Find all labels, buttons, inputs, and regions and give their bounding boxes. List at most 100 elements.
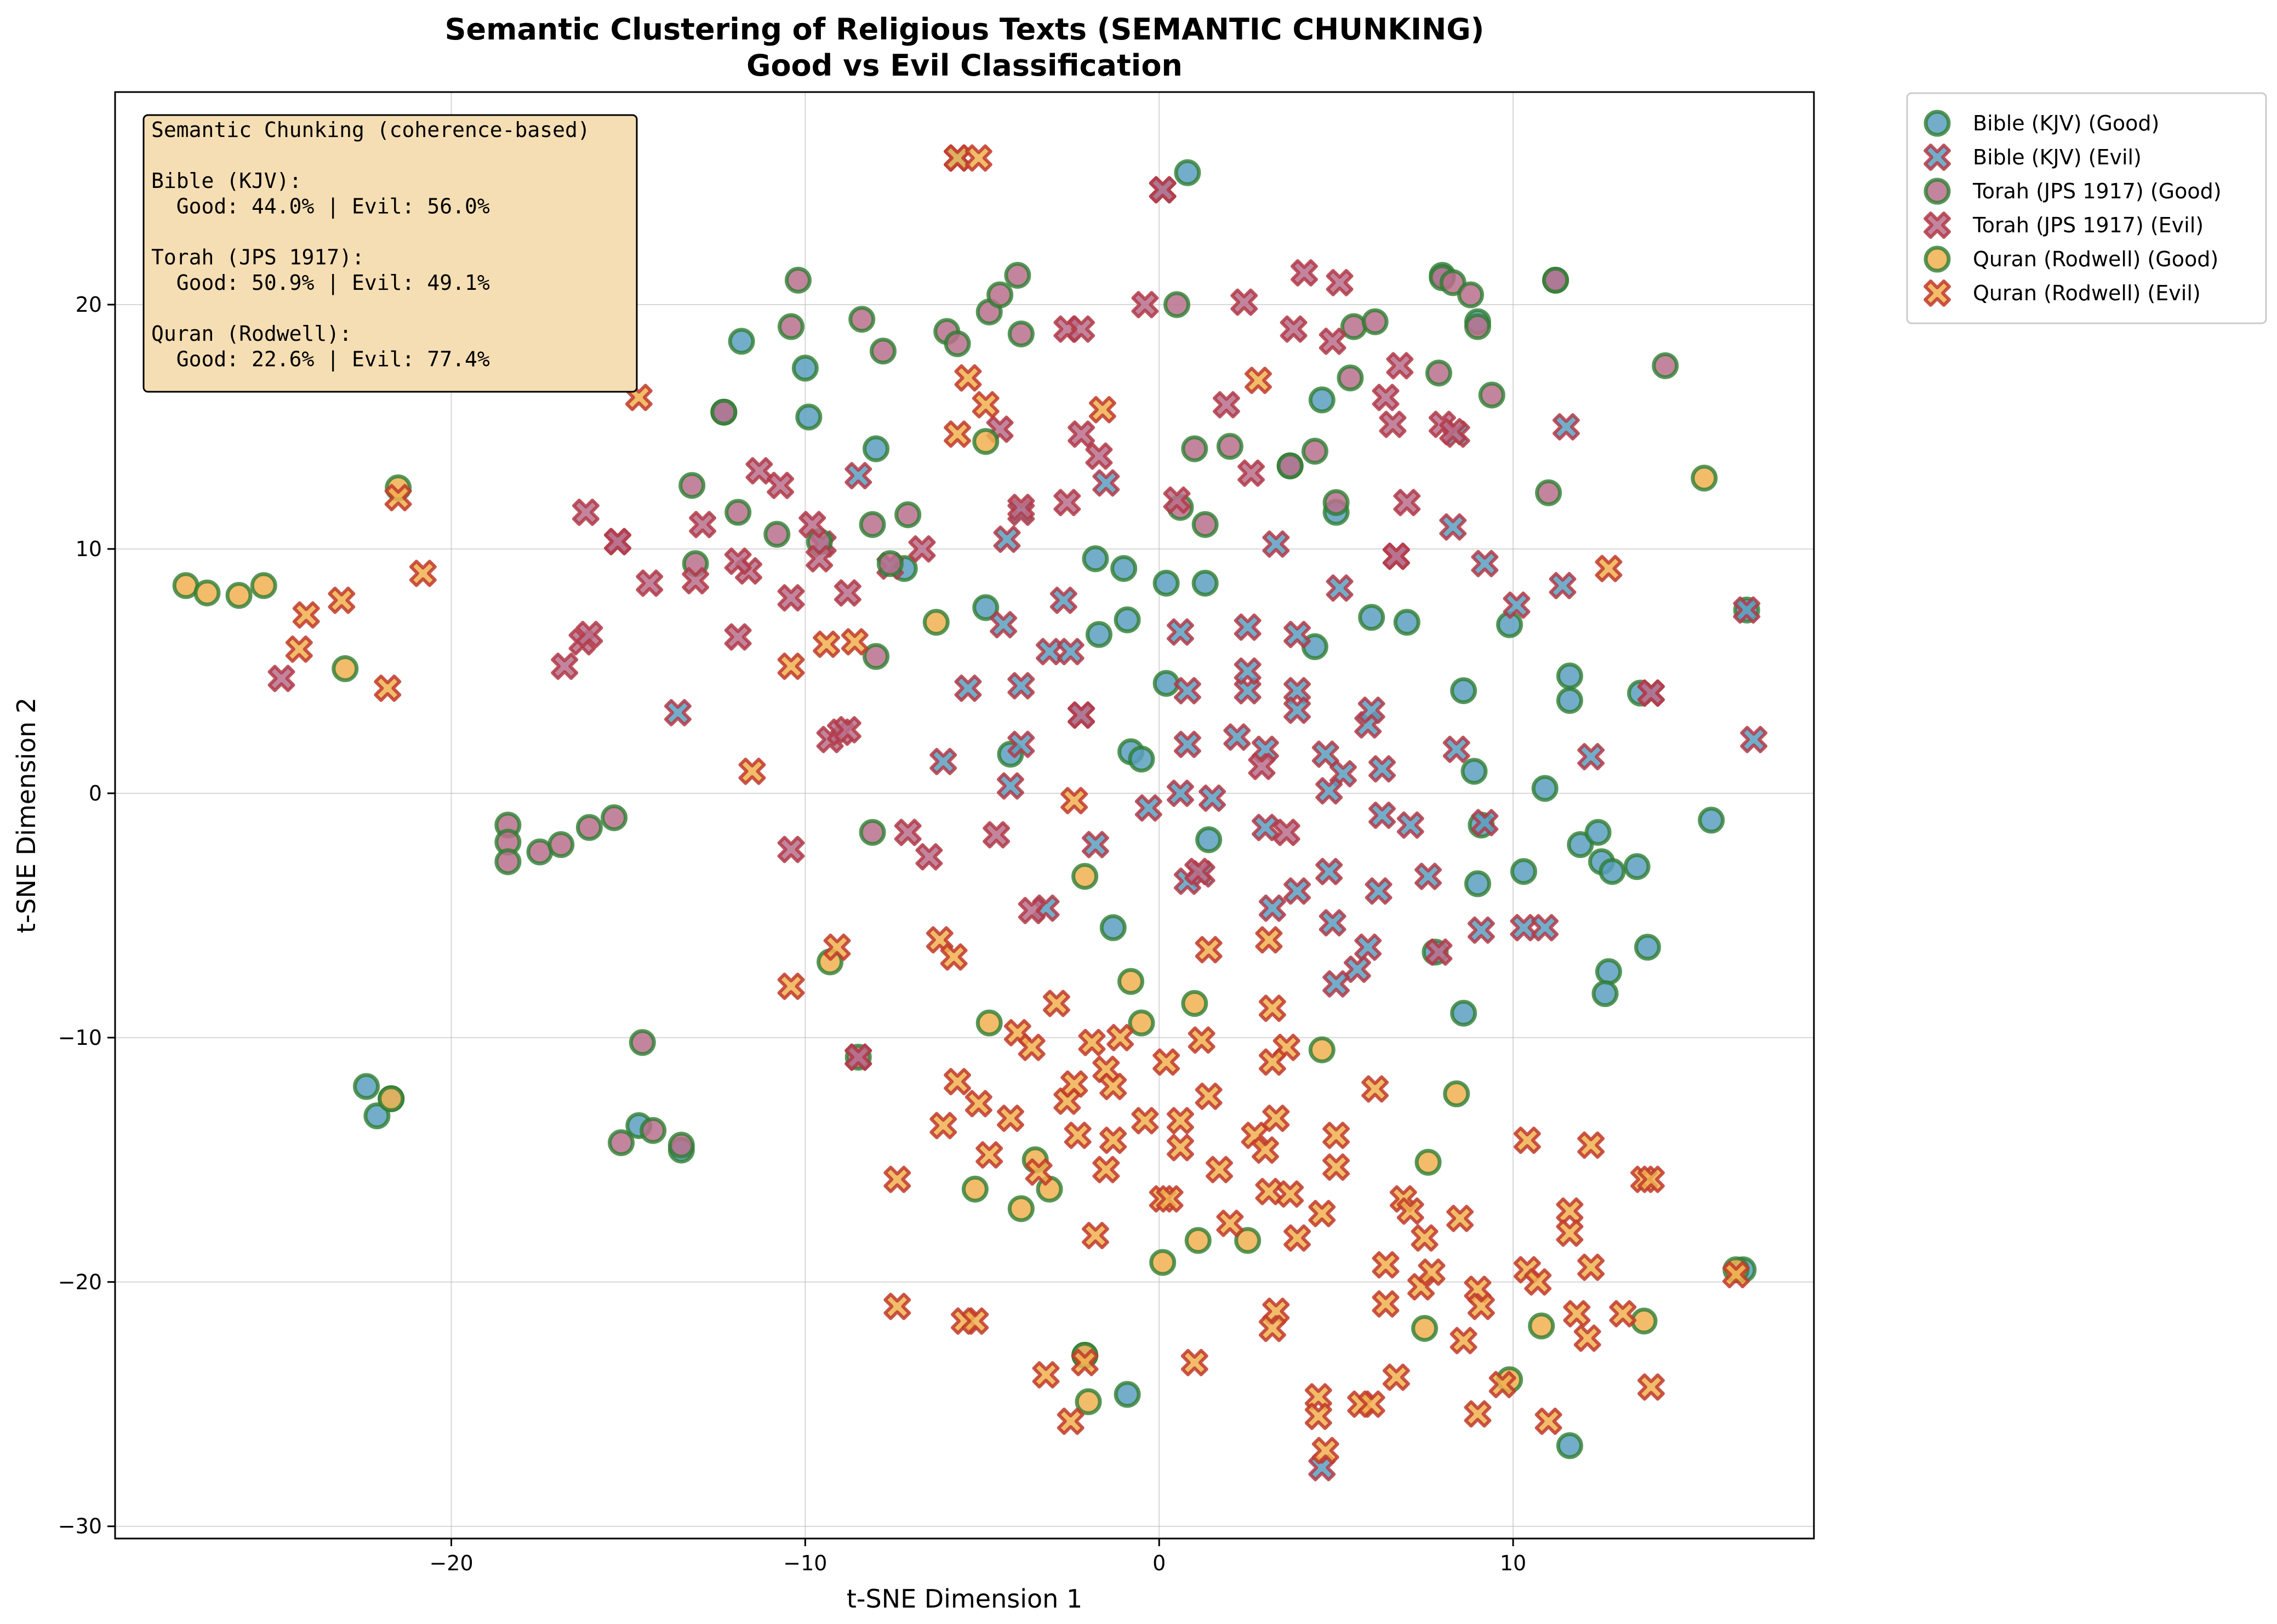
legend-item: Torah (JPS 1917) (Good): [1924, 178, 2222, 205]
data-point: [1449, 1326, 1477, 1354]
data-point: [1698, 807, 1725, 834]
data-point: [494, 848, 522, 876]
data-point: [328, 586, 356, 614]
data-point: [384, 484, 412, 512]
data-point: [1386, 352, 1414, 380]
data-point: [1283, 1224, 1311, 1252]
data-point: [1591, 980, 1619, 1008]
data-point: [1007, 730, 1035, 758]
data-point: [1117, 968, 1145, 995]
legend-item: Bible (KJV) (Good): [1924, 110, 2159, 137]
data-point: [1379, 410, 1407, 438]
data-point: [777, 652, 805, 680]
data-point: [1078, 1028, 1106, 1056]
data-point: [678, 472, 706, 499]
data-point: [1464, 870, 1491, 897]
data-point: [1368, 755, 1396, 783]
data-point: [225, 582, 253, 609]
data-point: [954, 364, 982, 392]
data-point: [1258, 994, 1286, 1022]
legend-marker: [1924, 279, 1951, 307]
y-tick-label: −10: [58, 1026, 102, 1050]
legend-label: Quran (Rodwell) (Good): [1973, 247, 2218, 271]
data-point: [1216, 433, 1243, 460]
data-point: [972, 391, 1000, 419]
data-point: [859, 511, 886, 538]
data-point: [1291, 259, 1318, 287]
data-point: [1163, 291, 1190, 318]
data-point: [1337, 364, 1364, 392]
data-point: [1652, 352, 1679, 379]
series-2: [494, 261, 1679, 1159]
data-point: [1446, 1204, 1474, 1232]
data-point: [738, 757, 766, 785]
data-point: [834, 716, 861, 744]
data-point: [728, 328, 755, 355]
data-point: [378, 1085, 405, 1112]
data-point: [1637, 1165, 1665, 1193]
y-axis-ticks: −30 −20 −10 0 10 20: [58, 293, 115, 1539]
data-point: [745, 457, 773, 485]
data-point: [1595, 554, 1623, 582]
data-point: [1595, 958, 1622, 985]
data-point: [1280, 315, 1308, 343]
data-point: [1276, 1180, 1304, 1208]
data-point: [1372, 384, 1400, 411]
data-point: [1068, 701, 1095, 729]
data-point: [1255, 926, 1283, 954]
x-axis-ticks: −20 −10 0 10: [429, 1539, 1526, 1575]
data-point: [1315, 857, 1343, 885]
data-point: [954, 674, 982, 702]
data-point: [1092, 469, 1120, 497]
legend: Bible (KJV) (Good) Bible (KJV) (Evil) Tora…: [1906, 92, 2267, 324]
info-line: Quran (Rodwell):: [151, 322, 352, 346]
data-point: [193, 579, 221, 607]
data-point: [806, 545, 834, 573]
data-point: [863, 435, 890, 462]
data-point: [1181, 990, 1208, 1017]
data-point: [993, 525, 1021, 553]
data-point: [1311, 1437, 1339, 1465]
data-point: [1414, 1148, 1442, 1176]
data-point: [547, 831, 575, 859]
data-point: [1018, 896, 1046, 924]
data-point: [409, 559, 437, 587]
data-point: [689, 511, 717, 539]
data-point: [975, 1009, 1003, 1037]
data-point: [1393, 489, 1421, 517]
legend-marker: [1924, 178, 1951, 205]
data-point: [944, 144, 972, 172]
data-point: [1262, 530, 1290, 558]
data-point: [1272, 819, 1300, 847]
data-point: [1623, 853, 1651, 880]
data-point: [1382, 542, 1410, 570]
data-point: [1471, 809, 1499, 837]
data-point: [1075, 1388, 1102, 1415]
data-point: [724, 499, 752, 526]
data-point: [1503, 591, 1531, 619]
data-point: [1007, 494, 1035, 522]
data-point: [798, 511, 826, 539]
data-point: [1471, 550, 1499, 577]
data-point: [1358, 604, 1385, 631]
data-point: [1131, 1107, 1159, 1135]
data-point: [1510, 858, 1537, 885]
legend-item: Torah (JPS 1917) (Evil): [1924, 211, 2204, 239]
data-point: [1322, 1153, 1350, 1181]
info-line: Good: 44.0% | Evil: 56.0%: [151, 195, 490, 219]
data-point: [778, 313, 805, 340]
data-point: [1442, 735, 1470, 763]
data-point: [929, 1112, 957, 1140]
legend-marker: [1924, 245, 1951, 273]
data-point: [767, 471, 795, 499]
data-point: [983, 821, 1011, 849]
data-point: [1099, 1073, 1127, 1100]
data-point: [1573, 1324, 1601, 1352]
data-point: [1488, 1371, 1516, 1399]
data-point: [1007, 320, 1035, 347]
data-point: [332, 655, 359, 682]
data-point: [1216, 1209, 1244, 1237]
data-point: [551, 652, 579, 680]
data-point: [1357, 696, 1385, 724]
data-point: [965, 1090, 992, 1118]
